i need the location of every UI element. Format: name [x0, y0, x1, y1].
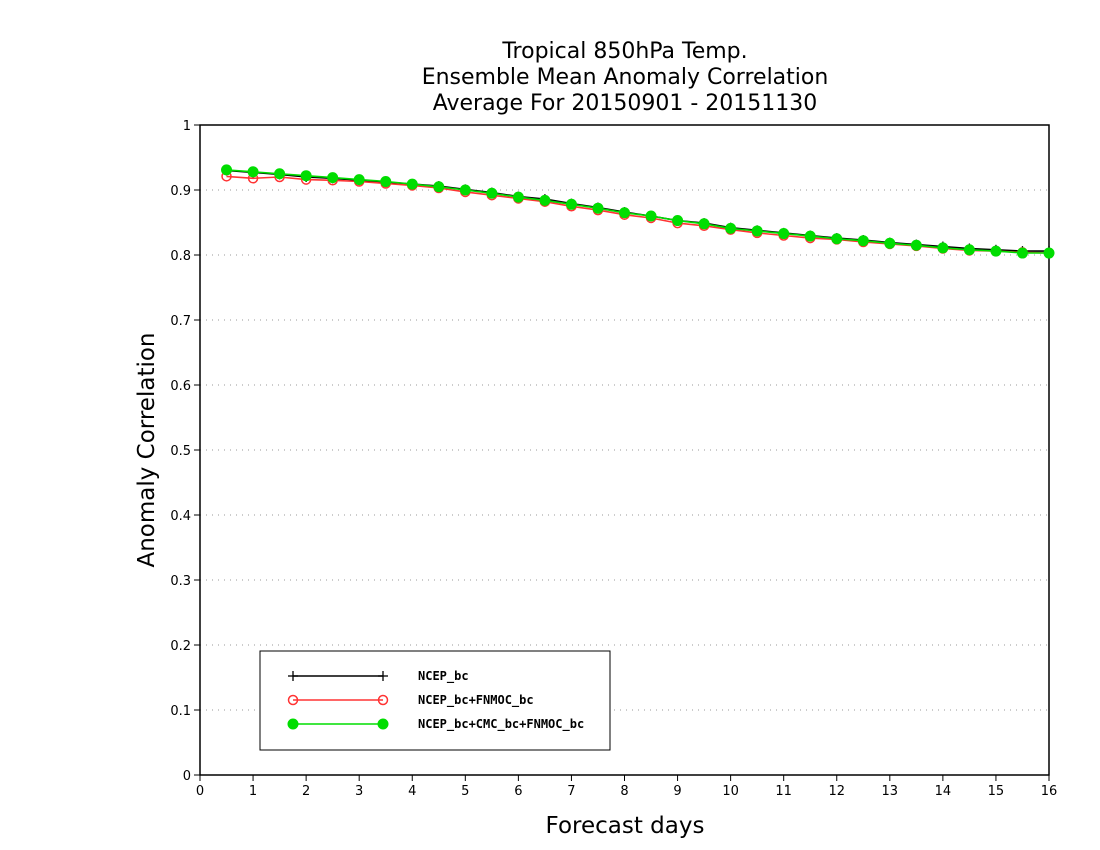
x-tick-label: 1 [249, 784, 257, 799]
data-point [512, 191, 524, 203]
y-tick-label: 0.1 [170, 704, 191, 719]
y-axis-title: Anomaly Correlation [134, 332, 160, 567]
y-tick-label: 0.2 [170, 639, 191, 654]
x-tick-label: 5 [461, 784, 469, 799]
x-tick-label: 9 [673, 784, 681, 799]
y-axis: 0 0.1 0.2 0.3 0.4 0.5 0.6 0.7 0.8 0.9 1 [170, 119, 200, 784]
legend-label: NCEP_bc+FNMOC_bc [418, 693, 534, 708]
chart-title-line-1: Tropical 850hPa Temp. [501, 39, 747, 64]
x-axis-title: Forecast days [546, 813, 705, 839]
y-tick-label: 1 [183, 119, 191, 134]
x-tick-label: 16 [1041, 784, 1058, 799]
data-point [672, 215, 684, 227]
data-point [565, 198, 577, 210]
x-tick-label: 11 [775, 784, 792, 799]
series-3 [221, 164, 1055, 259]
x-tick-label: 3 [355, 784, 363, 799]
data-point [300, 170, 312, 182]
data-point [645, 210, 657, 222]
legend-marker [377, 718, 389, 730]
series-line [226, 169, 1049, 254]
data-point [857, 235, 869, 247]
legend-marker [287, 694, 299, 706]
x-tick-label: 8 [620, 784, 628, 799]
y-tick-label: 0.3 [170, 574, 191, 589]
y-tick-label: 0.9 [170, 184, 191, 199]
legend-marker [377, 694, 389, 706]
x-tick-label: 15 [988, 784, 1005, 799]
data-point [327, 172, 339, 184]
data-point [1043, 247, 1055, 259]
data-point [274, 168, 286, 180]
data-point [751, 225, 763, 237]
data-point [725, 222, 737, 234]
x-tick-label: 14 [935, 784, 952, 799]
data-point [433, 181, 445, 193]
series-line [226, 169, 1049, 252]
x-tick-label: 10 [722, 784, 739, 799]
legend-entry: NCEP_bc+FNMOC_bc [287, 693, 534, 708]
data-point [592, 202, 604, 214]
series-layer [221, 164, 1055, 259]
legend-label: NCEP_bc+CMC_bc+FNMOC_bc [418, 717, 584, 732]
x-axis: 0 1 2 3 4 5 6 7 8 9 10 11 12 13 14 15 16 [196, 775, 1057, 799]
x-tick-label: 7 [567, 784, 575, 799]
y-tick-label: 0 [183, 769, 191, 784]
legend-marker [288, 671, 298, 681]
legend-marker [287, 718, 299, 730]
x-tick-label: 12 [828, 784, 845, 799]
data-point [884, 237, 896, 249]
data-point [459, 184, 471, 196]
data-point [380, 176, 392, 188]
data-point [247, 166, 259, 178]
data-point [937, 242, 949, 254]
data-point [910, 239, 922, 251]
data-point [804, 230, 816, 242]
data-point [990, 245, 1002, 257]
y-tick-label: 0.7 [170, 314, 191, 329]
legend-entry: NCEP_bc+CMC_bc+FNMOC_bc [287, 717, 584, 732]
data-point [619, 207, 630, 219]
data-point [1016, 247, 1028, 259]
x-tick-label: 2 [302, 784, 310, 799]
data-point [486, 187, 498, 199]
y-tick-label: 0.5 [170, 444, 191, 459]
legend: NCEP_bc NCEP_bc+FNMOC_bc NCEP_bc+CMC_bc+FN… [259, 650, 611, 751]
data-point [406, 178, 418, 190]
x-tick-label: 4 [408, 784, 416, 799]
data-point [831, 233, 843, 245]
x-tick-label: 0 [196, 784, 204, 799]
legend-entry: NCEP_bc [288, 669, 469, 684]
chart-title-line-2: Ensemble Mean Anomaly Correlation [422, 65, 829, 90]
data-point [539, 194, 551, 206]
legend-marker [378, 671, 388, 681]
data-point [353, 174, 365, 186]
data-point [221, 164, 233, 176]
gridlines [200, 189, 1049, 711]
data-point [698, 218, 710, 230]
data-point [963, 244, 975, 256]
legend-label: NCEP_bc [418, 669, 469, 684]
y-tick-label: 0.8 [170, 249, 191, 264]
x-tick-label: 6 [514, 784, 522, 799]
chart-title-line-3: Average For 20150901 - 20151130 [433, 91, 818, 116]
x-tick-label: 13 [882, 784, 899, 799]
y-tick-label: 0.4 [170, 509, 191, 524]
data-point [778, 228, 790, 240]
y-tick-label: 0.6 [170, 379, 191, 394]
